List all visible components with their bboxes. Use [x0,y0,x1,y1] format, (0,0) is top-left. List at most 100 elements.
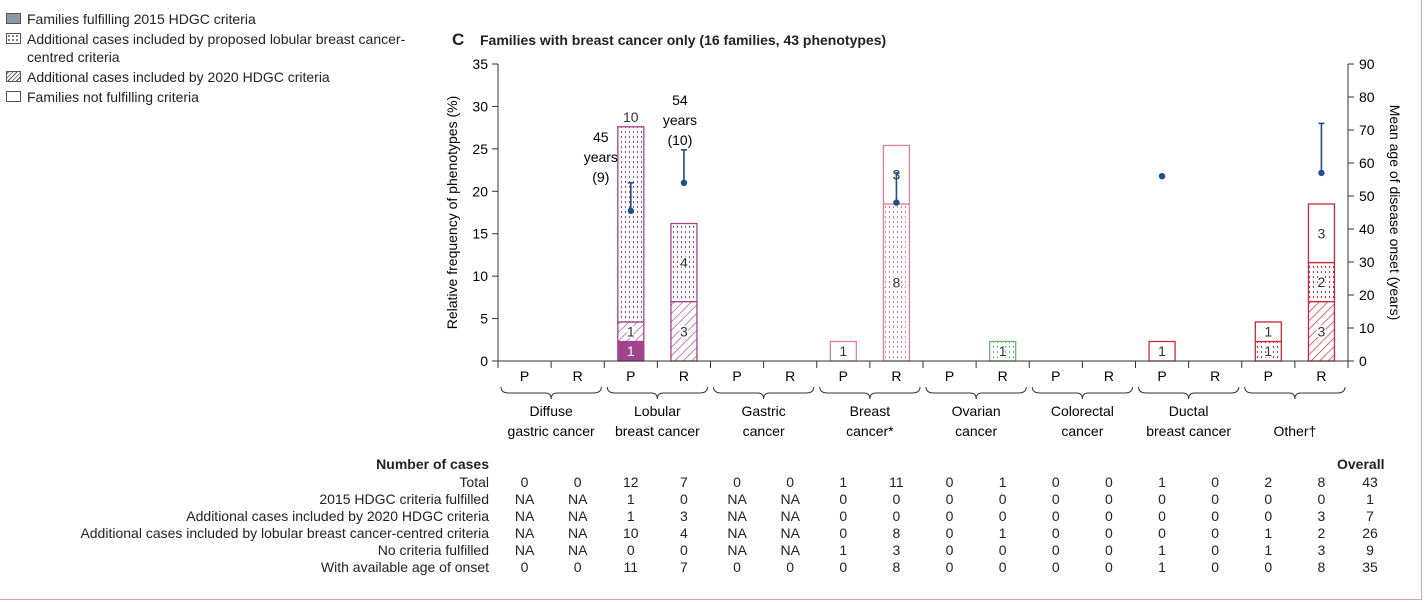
table-cell: NA [780,491,800,507]
table-cell: 0 [1317,491,1326,507]
table-cell: 0 [1051,542,1060,558]
y-right-tick-label: 30 [1359,254,1375,270]
table-cell: 0 [945,491,954,507]
bar-segment [1307,203,1336,264]
table-cell: NA [514,525,535,541]
y-right-tick-label: 20 [1359,287,1375,303]
table-row: No criteria fulfilled NA NA 0 0 NA NA 1 3 0 0 0 0 1 0 1… [0,542,1424,559]
table-cell: 1 [1158,559,1166,575]
legend-item: Additional cases included by 2020 HDGC c… [6,68,417,86]
y-left-tick-label: 0 [480,353,488,369]
group-label: cancer [955,423,997,439]
table-cell: 0 [839,525,848,541]
table-cell: 0 [839,508,848,524]
table-cell: 1 [1264,525,1273,541]
y-left-tick-label: 25 [472,141,488,157]
y-right-tick-label: 90 [1359,56,1375,72]
x-sub-label: R [679,368,689,384]
table-cell: 0 [1105,542,1113,558]
legend-label: Additional cases included by proposed lo… [27,31,406,65]
table-cell: 0 [1051,559,1060,575]
legend-label: Families fulfilling 2015 HDGC criteria [27,11,256,27]
table-cell: 0 [1211,559,1220,575]
age-point [627,207,635,215]
table-cell: 0 [945,559,954,575]
y-left-tick-label: 15 [472,226,488,242]
table-cell: 0 [1211,508,1220,524]
y-left-tick-label: 20 [472,183,488,199]
bar-count-label: 3 [1318,323,1326,339]
x-sub-label: P [1157,368,1166,384]
table-cell: NA [514,491,535,507]
table-cell: 0 [573,559,582,575]
table-cell: 2 [1264,474,1273,490]
bar-count-label: 1 [1264,343,1272,359]
age-note: years [663,112,697,128]
table-cell: 0 [1211,542,1220,558]
bar-count-label: 4 [680,255,688,271]
x-sub-label: R [998,368,1008,384]
bar-segment [1307,300,1336,362]
overall-cell: 7 [1366,508,1374,524]
group-brace [713,386,815,400]
group-label: Colorectal [1051,403,1114,419]
row-label: No criteria fulfilled [377,542,489,558]
group-label: Breast [850,403,891,419]
group-label: Gastric [741,403,785,419]
legend-swatch-dotted [6,33,21,44]
table-cell: 0 [786,474,795,490]
x-sub-label: P [945,368,954,384]
table-cell: 0 [998,508,1007,524]
table-row: Additional cases included by lobular bre… [0,525,1424,542]
table-cell: 0 [1211,525,1220,541]
table-cell: 0 [1105,474,1113,490]
group-brace [925,386,1027,400]
legend-item: Families fulfilling 2015 HDGC criteria [6,10,417,28]
group-label: cancer* [846,423,894,439]
table-cell: 3 [1317,508,1326,524]
table-cell: 0 [892,508,901,524]
table-cell: 0 [839,491,848,507]
bar-count-label: 8 [893,275,901,291]
table-cell: 0 [733,559,741,575]
table-row: 2015 HDGC criteria fulfilled NA NA 1 0 NA NA 0 0… [0,491,1424,508]
x-sub-label: P [732,368,741,384]
y-right-tick-label: 80 [1359,89,1375,105]
table-cell: 1 [626,491,635,507]
legend: Families fulfilling 2015 HDGC criteria Ad… [6,10,417,108]
chart-title: Families with breast cancer only (16 fam… [480,32,887,48]
bar-count-label: 1 [627,324,635,340]
bar-count-label: 2 [1318,274,1326,290]
group-label: Diffuse [529,403,573,419]
table-cell: 0 [520,559,529,575]
age-point [1318,169,1325,177]
table-cell: 2 [1317,525,1326,541]
table-cell: 0 [1051,474,1060,490]
table-cell: 1 [1264,542,1273,558]
table-cell: NA [780,542,800,558]
group-label: cancer [743,423,785,439]
group-label: breast cancer [615,423,700,439]
table-row: Total 0 0 12 7 0 0 1 11 0 1 0 0 1 0 2 8 43 [0,474,1424,491]
x-sub-label: R [1210,368,1220,384]
group-brace [606,386,708,400]
table-cell: 0 [520,474,529,490]
group-brace [500,386,602,400]
group-brace [819,386,921,400]
row-label: Additional cases included by 2020 HDGC c… [186,508,489,524]
y-left-tick-label: 30 [472,98,488,114]
bar-segment [1307,261,1336,303]
age-note: years [584,149,618,165]
table-cell: 0 [1211,474,1220,490]
table-cell: 0 [945,525,954,541]
row-label: Additional cases included by lobular bre… [80,525,489,541]
y-right-tick-label: 50 [1359,188,1375,204]
table-cell: 10 [623,525,639,541]
table-cell: 0 [1264,508,1273,524]
table-cell: NA [727,508,747,524]
overall-cell: 35 [1362,559,1378,575]
row-label: 2015 HDGC criteria fulfilled [319,491,489,507]
bar-count-label: 1 [1264,324,1272,340]
group-label: Lobular [634,403,681,419]
x-sub-label: P [520,368,529,384]
